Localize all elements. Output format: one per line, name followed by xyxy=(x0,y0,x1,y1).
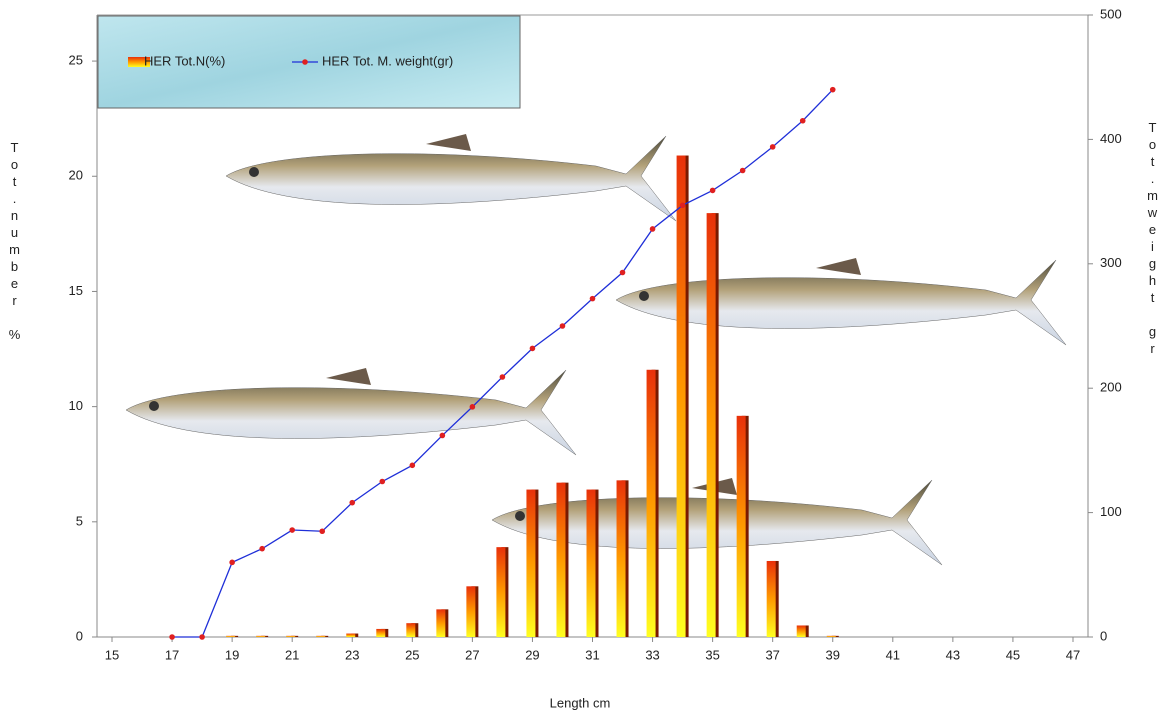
y2-tick-label: 100 xyxy=(1100,504,1122,519)
bar xyxy=(496,547,506,637)
line-marker xyxy=(709,187,716,194)
y-tick-label: 20 xyxy=(69,168,83,183)
line-marker xyxy=(199,634,205,640)
bar xyxy=(826,635,836,637)
line-marker xyxy=(289,527,295,533)
line-marker xyxy=(499,374,506,380)
bar xyxy=(586,489,596,637)
bar xyxy=(256,635,266,637)
bar xyxy=(316,635,326,637)
bar xyxy=(616,480,626,637)
x-tick-label: 19 xyxy=(225,647,239,662)
bar xyxy=(526,489,536,637)
y-tick-label: 0 xyxy=(76,628,83,643)
bar xyxy=(736,415,746,637)
x-tick-label: 37 xyxy=(765,647,779,662)
line-marker xyxy=(679,202,686,209)
y-tick-label: 15 xyxy=(69,283,83,298)
y2-tick-label: 500 xyxy=(1100,6,1122,21)
line-marker xyxy=(229,559,235,566)
bar xyxy=(226,635,236,637)
y2-tick-label: 300 xyxy=(1100,255,1122,270)
x-tick-label: 31 xyxy=(585,647,599,662)
line-marker xyxy=(439,432,446,439)
bar xyxy=(376,628,386,637)
line-marker xyxy=(169,634,175,640)
x-axis-label: Length cm xyxy=(550,695,611,710)
line-marker xyxy=(589,295,596,302)
x-tick-label: 17 xyxy=(165,647,179,662)
x-tick-label: 25 xyxy=(405,647,419,662)
x-tick-label: 47 xyxy=(1066,647,1080,662)
line-marker xyxy=(529,345,536,352)
x-tick-label: 21 xyxy=(285,647,299,662)
line-marker xyxy=(769,144,776,150)
bar xyxy=(766,560,776,637)
line-marker xyxy=(409,462,416,469)
line-marker xyxy=(259,545,265,552)
x-tick-label: 29 xyxy=(525,647,539,662)
line-marker xyxy=(469,404,476,410)
line-marker xyxy=(829,86,836,93)
line-marker xyxy=(379,478,386,485)
bar xyxy=(646,369,656,637)
y2-axis-label: Tot.mweight gr xyxy=(1145,120,1160,358)
bar xyxy=(466,586,476,637)
y2-tick-label: 0 xyxy=(1100,628,1107,643)
x-tick-label: 39 xyxy=(826,647,840,662)
line-marker xyxy=(559,323,566,329)
x-tick-label: 33 xyxy=(645,647,659,662)
line-marker xyxy=(319,528,326,535)
bar xyxy=(706,213,716,637)
bar xyxy=(676,155,686,637)
y-tick-label: 5 xyxy=(76,513,83,528)
bar xyxy=(436,609,446,637)
y2-tick-label: 400 xyxy=(1100,131,1122,146)
bar xyxy=(406,623,416,637)
x-tick-label: 35 xyxy=(705,647,719,662)
y-axis-label: Tot.number % xyxy=(7,140,22,344)
line-marker xyxy=(649,226,656,232)
line-marker xyxy=(619,269,626,276)
bar xyxy=(286,635,296,637)
x-tick-label: 27 xyxy=(465,647,479,662)
y-tick-label: 10 xyxy=(69,398,83,413)
bar xyxy=(346,633,356,637)
x-tick-label: 41 xyxy=(886,647,900,662)
x-tick-label: 15 xyxy=(105,647,119,662)
legend-swatch xyxy=(128,57,150,67)
line-marker xyxy=(349,499,356,506)
y-tick-label: 25 xyxy=(69,53,83,68)
x-tick-label: 45 xyxy=(1006,647,1020,662)
legend-marker xyxy=(302,59,308,65)
line-marker xyxy=(739,167,746,174)
x-tick-label: 23 xyxy=(345,647,359,662)
legend-label: HER Tot.N(%) xyxy=(144,53,225,68)
legend-label: HER Tot. M. weight(gr) xyxy=(322,53,453,68)
y2-tick-label: 200 xyxy=(1100,380,1122,395)
bar xyxy=(556,482,566,637)
line-marker xyxy=(799,117,806,124)
bar xyxy=(796,625,806,637)
x-tick-label: 43 xyxy=(946,647,960,662)
